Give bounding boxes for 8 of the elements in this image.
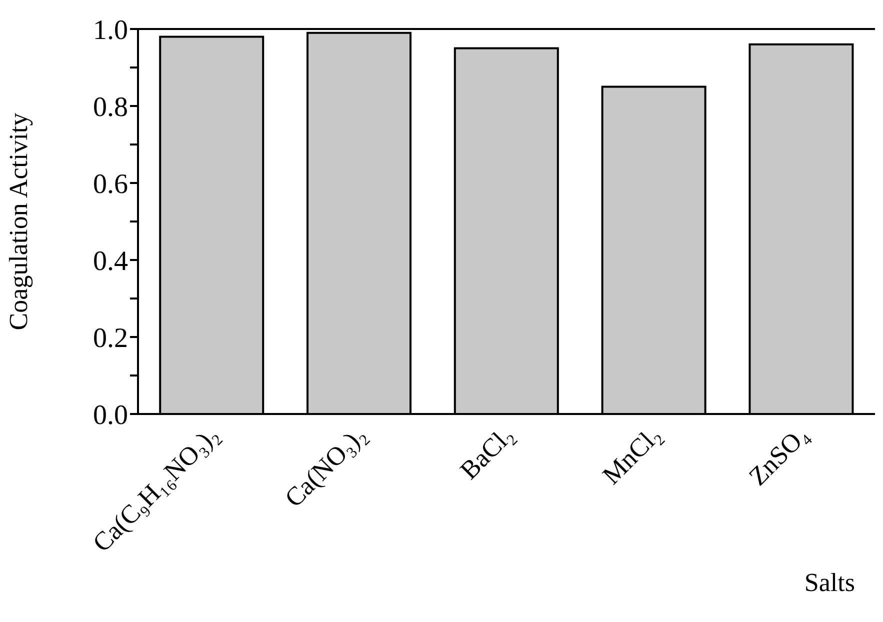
y-tick-label: 0.2 xyxy=(93,322,128,354)
y-tick-label: 0.0 xyxy=(93,400,128,431)
y-tick-label: 0.8 xyxy=(93,92,128,123)
y-axis-title: Coagulation Activity xyxy=(4,112,34,330)
y-tick-label: 0.6 xyxy=(93,168,128,200)
y-tick-label: 1.0 xyxy=(93,14,128,46)
x-axis-title: Salts xyxy=(804,568,855,598)
y-tick-label: 0.4 xyxy=(93,246,128,277)
